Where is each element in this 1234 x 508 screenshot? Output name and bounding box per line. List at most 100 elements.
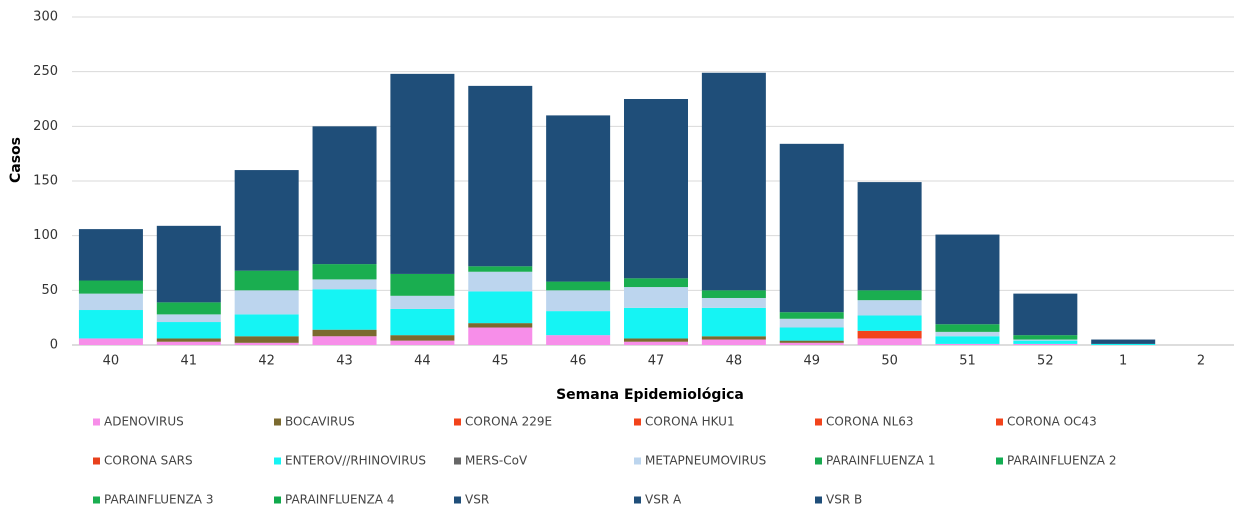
legend-label: ENTEROV//RHINOVIRUS <box>285 454 426 468</box>
legend-swatch <box>454 418 461 426</box>
y-tick-label: 100 <box>33 228 58 243</box>
bar-segment <box>390 308 455 336</box>
bar-segment <box>156 322 221 339</box>
bar-segment <box>701 297 766 308</box>
bar-segment <box>234 314 299 337</box>
y-tick-label: 200 <box>33 119 58 134</box>
bar-segment <box>1091 339 1156 344</box>
bar-segment <box>624 307 688 339</box>
bar-segment <box>1013 293 1078 336</box>
legend-swatch <box>454 457 461 465</box>
bar-segment <box>390 73 455 274</box>
bar-segment <box>546 311 611 336</box>
bar-segment <box>78 280 143 294</box>
legend-swatch <box>454 496 461 504</box>
legend-label: PARAINFLUENZA 3 <box>104 493 213 507</box>
bar-segment <box>156 314 221 323</box>
bar-segment <box>624 99 688 279</box>
bar-segment <box>234 342 299 345</box>
x-tick-label: 47 <box>648 354 665 369</box>
bar-segment <box>779 327 844 341</box>
legend-swatch <box>634 496 641 504</box>
bar-segment <box>468 327 533 345</box>
bar-segment <box>1091 343 1156 345</box>
legend-label: METAPNEUMOVIRUS <box>645 454 766 468</box>
legend-label: CORONA NL63 <box>826 415 914 429</box>
bar-segment <box>312 329 377 337</box>
legend-label: PARAINFLUENZA 4 <box>285 493 394 507</box>
bar-segment <box>156 341 221 345</box>
legend-label: CORONA OC43 <box>1007 415 1097 429</box>
bar-segment <box>312 336 377 345</box>
bar-segment <box>1013 335 1078 340</box>
legend-swatch <box>93 457 100 465</box>
bar-segment <box>1013 343 1078 345</box>
bar-segment <box>546 335 611 345</box>
legend-swatch <box>274 496 281 504</box>
x-tick-label: 46 <box>570 354 587 369</box>
x-tick-label: 52 <box>1037 354 1054 369</box>
legend-label: CORONA 229E <box>465 415 552 429</box>
bar-segment <box>468 266 533 272</box>
bar-segment <box>390 335 455 341</box>
bar-segment <box>624 287 688 308</box>
x-tick-label: 1 <box>1119 354 1127 369</box>
x-tick-label: 42 <box>258 354 275 369</box>
x-axis-title: Semana Epidemiológica <box>556 387 744 403</box>
legend-swatch <box>996 457 1003 465</box>
bar-segment <box>701 307 766 337</box>
bar-segment <box>624 278 688 288</box>
bar-segment <box>78 338 143 345</box>
y-tick-label: 50 <box>41 283 58 298</box>
legend-swatch <box>274 457 281 465</box>
legend-label: VSR B <box>826 493 862 507</box>
bar-segment <box>701 336 766 340</box>
bar-segment <box>857 182 922 291</box>
bar-segment <box>935 234 1000 325</box>
bar-segment <box>234 270 299 291</box>
bar-segment <box>857 330 922 339</box>
x-tick-label: 44 <box>414 354 431 369</box>
legend-label: ADENOVIRUS <box>104 415 184 429</box>
legend-label: CORONA HKU1 <box>645 415 735 429</box>
bar-segment <box>234 170 299 271</box>
bar-segment <box>935 331 1000 337</box>
legend-swatch <box>93 496 100 504</box>
x-tick-label: 49 <box>803 354 820 369</box>
legend-swatch <box>815 457 822 465</box>
bar-segment <box>312 279 377 290</box>
bar-segment <box>779 340 844 343</box>
bar-segment <box>546 115 611 282</box>
bar-segment <box>312 264 377 280</box>
bar-segment <box>935 324 1000 332</box>
bar-segment <box>78 310 143 339</box>
bar-segment <box>156 302 221 315</box>
x-tick-label: 48 <box>726 354 743 369</box>
bar-segment <box>624 341 688 345</box>
bar-segment <box>857 300 922 316</box>
bar-segment <box>857 315 922 331</box>
bar-segment <box>546 290 611 312</box>
legend-swatch <box>634 418 641 426</box>
bar-segment <box>468 323 533 328</box>
bar-segment <box>78 293 143 311</box>
bar-segment <box>390 295 455 309</box>
x-tick-label: 41 <box>181 354 198 369</box>
bar-segment <box>78 229 143 281</box>
legend-swatch <box>634 457 641 465</box>
bar-segment <box>1013 339 1078 341</box>
bar-segment <box>156 225 221 303</box>
bar-segment <box>156 338 221 342</box>
legend-label: BOCAVIRUS <box>285 415 355 429</box>
legend-label: VSR <box>465 493 489 507</box>
x-tick-label: 40 <box>103 354 120 369</box>
bar-segment <box>857 338 922 345</box>
bar-segment <box>779 342 844 345</box>
bar-segment <box>935 336 1000 344</box>
legend-swatch <box>815 496 822 504</box>
legend-swatch <box>996 418 1003 426</box>
x-tick-label: 43 <box>336 354 353 369</box>
bar-segment <box>312 126 377 265</box>
legend-label: MERS-CoV <box>465 454 528 468</box>
